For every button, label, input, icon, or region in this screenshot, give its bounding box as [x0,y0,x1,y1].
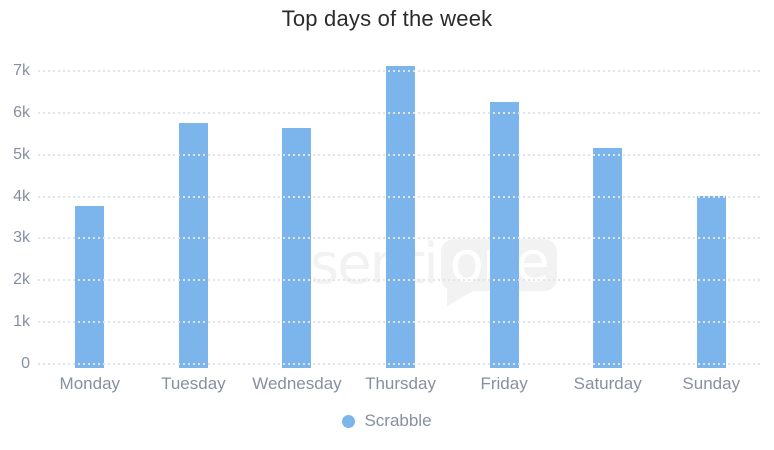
bar-friday[interactable] [489,102,519,368]
legend-item-scrabble[interactable]: Scrabble [364,411,432,430]
bar-column [452,50,556,368]
x-axis-category-label: Sunday [682,374,741,393]
y-axis-tick-label: 2k [13,271,30,289]
bar-column [142,50,246,368]
legend: Scrabble [0,411,774,431]
bar-column [659,50,763,368]
y-axis-labels: 0 1k 2k 3k 4k 5k 6k 7k [0,50,30,372]
x-axis-category-label: Monday [59,374,121,393]
y-axis-tick-label: 4k [13,187,30,205]
bar-tuesday[interactable] [178,122,208,368]
legend-marker-icon[interactable] [342,414,356,428]
y-axis-tick-label: 5k [13,145,30,163]
bar-column [349,50,453,368]
bar-column [556,50,660,368]
bar-wednesday[interactable] [282,128,312,368]
x-axis-category-label: Saturday [573,374,642,393]
y-axis-tick-label: 7k [13,61,30,79]
x-axis-category-label: Friday [480,374,528,393]
bar-column [245,50,349,368]
x-axis-category-label: Thursday [365,374,436,393]
bar-thursday[interactable] [386,65,416,368]
x-axis-category-label: Wednesday [252,374,342,393]
x-axis-category-label: Tuesday [161,374,226,393]
chart-title: Top days of the week [281,6,493,31]
y-axis-tick-label: 6k [13,103,30,121]
x-axis-labels: Monday Tuesday Wednesday Thursday Friday Satu… [38,374,763,394]
bar-saturday[interactable] [593,147,623,368]
bar-sunday[interactable] [696,195,726,368]
plot-area: sentione [38,50,763,368]
bars-row [38,50,763,368]
bar-column [38,50,142,368]
y-axis-tick-label: 1k [13,313,30,331]
bar-monday[interactable] [75,205,105,368]
y-axis-tick-label: 3k [13,229,30,247]
y-axis-tick-label: 0 [21,355,30,372]
